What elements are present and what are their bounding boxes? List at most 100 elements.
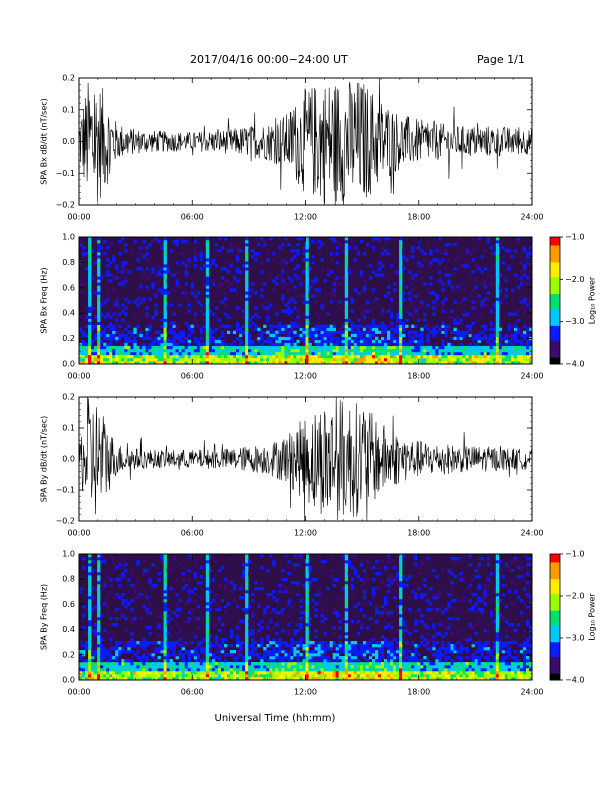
spectrogram-cell (344, 665, 349, 669)
spectrogram-cell (91, 306, 95, 310)
spectrogram-cell (341, 566, 345, 570)
spectrogram-cell (387, 333, 391, 338)
spectrogram-cell (145, 258, 149, 262)
spectrogram-cell (236, 671, 240, 675)
spectrogram-cell (236, 249, 240, 253)
spectrogram-cell (329, 345, 333, 350)
spectrogram-cell (375, 611, 379, 615)
spectrogram-cell (266, 348, 270, 353)
spectrogram-cell (323, 677, 327, 681)
spectrogram-cell (529, 348, 533, 353)
colorbar-step (550, 294, 560, 297)
spectrogram-cell (344, 554, 349, 558)
spectrogram-cell (91, 593, 95, 597)
spectrogram-cell (350, 339, 355, 344)
spectrogram-cell (151, 354, 155, 359)
spectrogram-cell (293, 566, 297, 570)
spectrogram-cell (205, 644, 210, 648)
spectrogram-cell (320, 258, 324, 262)
spectrogram-cell (411, 324, 415, 328)
spectrogram-cell (88, 249, 92, 253)
spectrogram-cell (245, 629, 249, 633)
spectrogram-cell (305, 644, 309, 648)
spectrogram-cell (202, 318, 207, 322)
spectrogram-cell (145, 324, 149, 328)
spectrogram-cell (459, 264, 463, 268)
spectrogram-cell (519, 358, 524, 362)
spectrogram-cell (305, 336, 309, 341)
spectrogram-cell (217, 285, 222, 289)
spectrogram-cell (190, 650, 194, 654)
spectrogram-cell (85, 659, 89, 663)
spectrogram-cell (217, 653, 222, 657)
spectrogram-cell (287, 659, 291, 663)
spectrogram-cell (278, 677, 282, 681)
spectrogram-cell (224, 345, 228, 350)
spectrogram-cell (88, 330, 92, 334)
spectrogram-cell (332, 327, 336, 331)
spectrogram-cell (85, 644, 89, 648)
spectrogram-cell (106, 677, 110, 681)
spectrogram-cell (260, 336, 264, 341)
spectrogram-cell (299, 345, 303, 350)
spectrogram-cell (245, 626, 249, 630)
spectrogram-cell (184, 584, 188, 588)
spectrogram-cell (88, 650, 92, 654)
spectrogram-cell (160, 650, 164, 654)
spectrogram-cell (317, 339, 321, 344)
spectrogram-cell (350, 668, 355, 672)
spectrogram-cell (166, 351, 170, 356)
spectrogram-cell (224, 587, 228, 591)
spectrogram-cell (471, 345, 475, 350)
spectrogram-cell (227, 602, 231, 606)
spectrogram-cell (278, 348, 282, 353)
spectrogram-cell (97, 318, 101, 322)
spectrogram-cell (435, 348, 439, 353)
spectrogram-cell (371, 345, 376, 350)
spectrogram-cell (263, 653, 267, 657)
spectrogram-cell (414, 324, 418, 328)
spectrogram-cell (504, 339, 509, 344)
spectrogram-cell (130, 358, 134, 362)
spectrogram-cell (368, 656, 373, 660)
spectrogram-cell (329, 674, 333, 678)
spectrogram-cell (145, 641, 149, 645)
spectrogram-cell (378, 665, 382, 669)
spectrogram-cell (384, 339, 388, 344)
spectrogram-cell (368, 330, 373, 334)
spectrogram-cell (332, 361, 336, 365)
spectrogram-cell (121, 575, 125, 579)
spectrogram-cell (393, 358, 397, 362)
spectrogram-cell (504, 294, 509, 298)
spectrogram-cell (199, 566, 204, 570)
spectrogram-cell (347, 358, 352, 362)
spectrogram-cell (384, 294, 388, 298)
spectrogram-cell (88, 333, 92, 338)
spectrogram-cell (193, 318, 198, 322)
spectrogram-cell (94, 333, 98, 338)
spectrogram-cell (350, 644, 355, 648)
spectrogram-cell (275, 345, 279, 350)
spectrogram-cell (139, 641, 143, 645)
spectrogram-cell (85, 593, 89, 597)
spectrogram-cell (384, 569, 388, 573)
spectrogram-cell (88, 656, 92, 660)
spectrogram-cell (341, 662, 345, 666)
spectrogram-cell (248, 361, 252, 365)
spectrogram-cell (308, 333, 312, 338)
spectrogram-cell (302, 342, 306, 347)
spectrogram-cell (91, 656, 95, 660)
spectrogram-cell (435, 354, 439, 359)
spectrogram-cell (284, 662, 288, 666)
spectrogram-cell (471, 351, 475, 356)
spectrogram-cell (293, 674, 297, 678)
spectrogram-cell (353, 557, 358, 561)
spectrogram-cell (344, 617, 349, 621)
spectrogram-cell (136, 641, 140, 645)
spectrogram-cell (362, 674, 367, 678)
spectrogram-cell (263, 656, 267, 660)
spectrogram-cell (278, 611, 282, 615)
spectrogram-cell (375, 327, 379, 331)
spectrogram-cell (245, 345, 249, 350)
spectrogram-cell (245, 584, 249, 588)
